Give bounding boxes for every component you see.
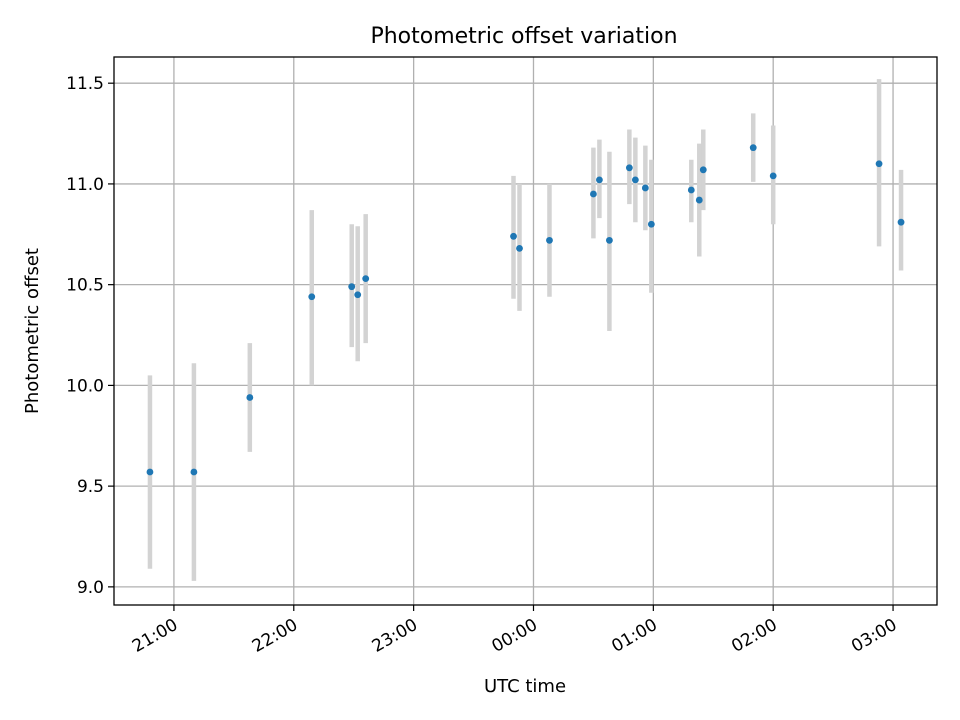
data-point bbox=[362, 275, 370, 283]
y-tick-label: 9.5 bbox=[77, 477, 104, 497]
markers bbox=[146, 144, 905, 476]
data-point bbox=[647, 220, 655, 228]
data-point bbox=[631, 176, 639, 184]
y-tick-label: 9.0 bbox=[77, 578, 104, 598]
y-tick-label: 10.0 bbox=[66, 376, 104, 396]
x-tick-label: 22:00 bbox=[249, 615, 301, 657]
data-point bbox=[749, 144, 757, 152]
y-axis-label: Photometric offset bbox=[22, 248, 43, 414]
grid bbox=[114, 57, 937, 605]
data-point bbox=[687, 186, 695, 194]
data-point bbox=[246, 394, 254, 401]
data-point bbox=[190, 468, 198, 476]
y-tick-label: 10.5 bbox=[66, 276, 104, 296]
x-axis: 21:00 22:00 23:00 00:00 01:00 02:00 03:00 bbox=[129, 605, 901, 657]
x-tick-label: 03:00 bbox=[848, 615, 900, 657]
data-point bbox=[590, 190, 597, 198]
data-point bbox=[546, 236, 553, 244]
x-tick-label: 00:00 bbox=[489, 615, 541, 657]
y-tick-label: 11.0 bbox=[66, 175, 104, 195]
errorbars bbox=[147, 79, 904, 581]
data-point bbox=[348, 283, 356, 291]
data-point bbox=[875, 160, 883, 168]
data-point bbox=[699, 166, 707, 174]
data-point bbox=[354, 291, 362, 299]
x-axis-label: UTC time bbox=[484, 676, 566, 697]
data-point bbox=[641, 184, 649, 192]
data-point bbox=[596, 176, 603, 184]
data-point bbox=[605, 236, 613, 244]
data-point bbox=[769, 172, 777, 180]
x-tick-label: 21:00 bbox=[129, 615, 181, 657]
data-point bbox=[516, 244, 523, 252]
x-tick-label: 23:00 bbox=[369, 615, 421, 657]
data-point bbox=[695, 196, 703, 204]
data-point bbox=[146, 468, 154, 476]
data-point bbox=[308, 293, 316, 301]
x-tick-label: 02:00 bbox=[728, 615, 780, 657]
plot-frame bbox=[113, 56, 938, 606]
data-point bbox=[510, 232, 517, 240]
x-tick-label: 01:00 bbox=[608, 615, 660, 657]
y-tick-label: 11.5 bbox=[66, 74, 104, 94]
chart-title: Photometric offset variation bbox=[370, 24, 677, 49]
data-point bbox=[625, 164, 633, 172]
data-point bbox=[897, 218, 905, 226]
y-axis: 9.0 9.5 10.0 10.5 11.0 11.5 bbox=[66, 74, 114, 598]
